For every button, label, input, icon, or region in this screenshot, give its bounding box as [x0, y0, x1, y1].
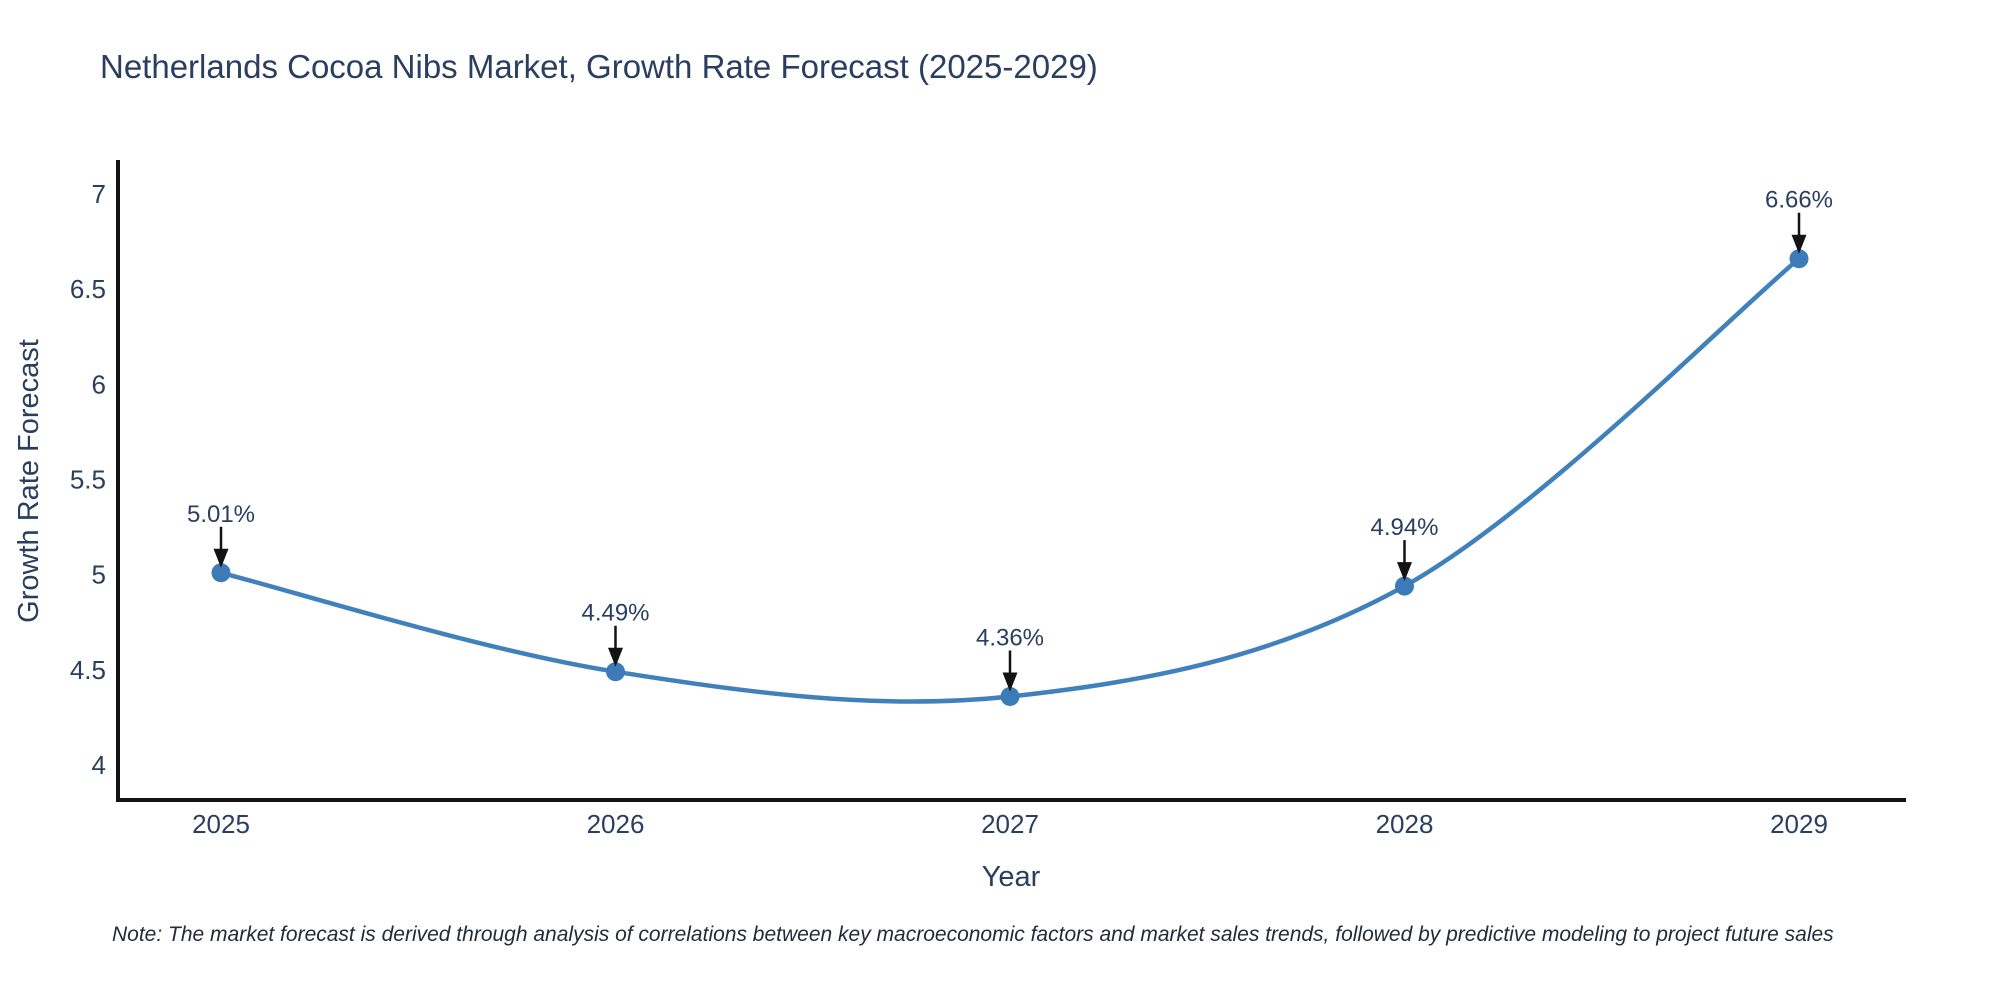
forecast-spline-line: [218, 256, 1802, 704]
point-annotation: 6.66%: [1765, 187, 1833, 254]
data-point-marker: [211, 563, 231, 583]
annotation-arrowhead-icon: [608, 647, 623, 667]
point-annotation-label: 5.01%: [187, 501, 255, 528]
footnote: Note: The market forecast is derived thr…: [112, 923, 1834, 946]
y-tick-label: 4: [92, 750, 106, 780]
point-annotation: 5.01%: [187, 501, 255, 568]
y-axis: 7 6.5 6 5.5 5 4.5 4 Growth Rate Forecast: [13, 160, 120, 802]
data-point-marker: [1000, 686, 1020, 706]
chart-title: Netherlands Cocoa Nibs Market, Growth Ra…: [100, 48, 1098, 85]
point-annotation: 4.36%: [976, 624, 1044, 692]
x-tick-label: 2027: [981, 809, 1039, 839]
data-point-marker: [1789, 249, 1809, 269]
annotation-arrowhead-icon: [1002, 672, 1018, 692]
x-tick-label: 2026: [587, 809, 645, 839]
x-tick-label: 2028: [1376, 809, 1434, 839]
point-annotation: 4.94%: [1370, 514, 1439, 582]
point-annotation-label: 4.36%: [976, 624, 1044, 651]
data-point-marker: [1395, 576, 1414, 596]
point-annotation-label: 4.49%: [581, 600, 649, 627]
y-tick-label: 5.5: [70, 465, 106, 495]
x-tick-label: 2025: [192, 809, 250, 839]
y-tick-label: 4.5: [70, 655, 106, 685]
y-tick-label: 6: [92, 369, 106, 399]
y-tick-label: 5: [92, 560, 106, 590]
y-tick-label: 7: [92, 179, 106, 209]
data-point-marker: [606, 662, 625, 682]
y-axis-title: Growth Rate Forecast: [13, 339, 45, 623]
point-annotation-label: 6.66%: [1765, 187, 1833, 214]
x-tick-label: 2029: [1770, 809, 1828, 839]
y-tick-label: 6.5: [70, 274, 106, 304]
x-axis-title: Year: [982, 861, 1041, 893]
annotation-arrowhead-icon: [1791, 234, 1807, 254]
annotation-arrowhead-icon: [1397, 562, 1412, 582]
point-annotation: 4.49%: [581, 600, 650, 667]
point-annotation-label: 4.94%: [1370, 514, 1438, 541]
x-axis: 2025 2026 2027 2028 2029 Year: [116, 798, 1906, 893]
annotation-arrowhead-icon: [213, 548, 229, 568]
